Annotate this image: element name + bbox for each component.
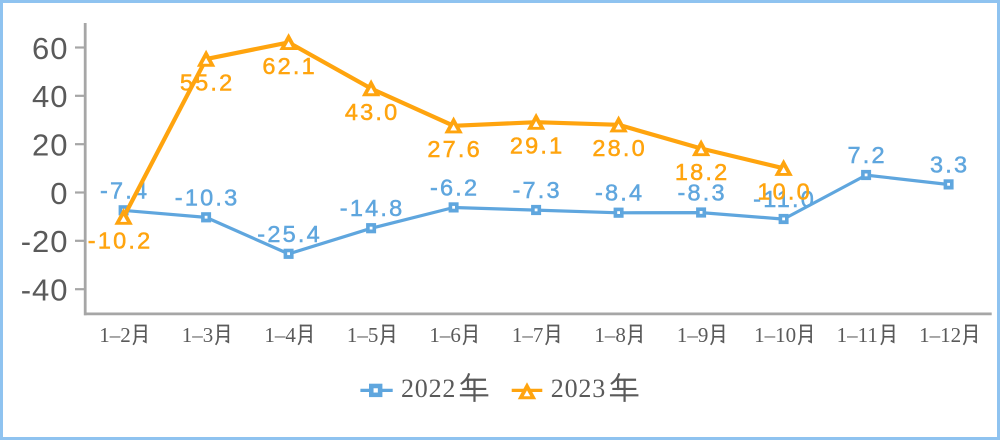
svg-text:2022: 2022 xyxy=(401,374,456,403)
svg-text:1–2: 1–2 xyxy=(99,323,131,347)
svg-text:-7.3: -7.3 xyxy=(512,177,561,203)
svg-text:-8.4: -8.4 xyxy=(595,180,644,206)
svg-text:7.2: 7.2 xyxy=(847,142,886,168)
svg-text:10.0: 10.0 xyxy=(757,179,812,205)
svg-text:40: 40 xyxy=(32,79,68,114)
svg-text:62.1: 62.1 xyxy=(262,53,317,79)
svg-text:3.3: 3.3 xyxy=(930,151,969,177)
svg-text:28.0: 28.0 xyxy=(592,135,647,161)
svg-text:55.2: 55.2 xyxy=(180,70,235,96)
svg-text:1–3: 1–3 xyxy=(182,323,214,347)
svg-text:-8.3: -8.3 xyxy=(677,180,726,206)
svg-text:1–6: 1–6 xyxy=(429,323,461,347)
svg-text:1–4: 1–4 xyxy=(264,323,296,347)
svg-text:1–10: 1–10 xyxy=(754,323,796,347)
svg-text:20: 20 xyxy=(32,128,68,163)
svg-text:60: 60 xyxy=(32,31,68,66)
svg-text:18.2: 18.2 xyxy=(675,159,730,185)
svg-text:2023: 2023 xyxy=(551,374,606,403)
svg-text:-6.2: -6.2 xyxy=(430,174,479,200)
svg-text:27.6: 27.6 xyxy=(427,136,482,162)
svg-text:-10.3: -10.3 xyxy=(175,184,240,210)
svg-text:-14.8: -14.8 xyxy=(340,195,405,221)
svg-text:1–8: 1–8 xyxy=(594,323,626,347)
svg-text:-40: -40 xyxy=(21,273,69,308)
svg-text:-10.2: -10.2 xyxy=(88,228,153,254)
svg-text:-20: -20 xyxy=(21,224,69,259)
svg-text:0: 0 xyxy=(50,176,68,211)
svg-text:29.1: 29.1 xyxy=(510,133,565,159)
svg-text:1–12: 1–12 xyxy=(919,323,961,347)
svg-text:1–7: 1–7 xyxy=(512,323,544,347)
svg-text:1–5: 1–5 xyxy=(347,323,379,347)
svg-text:-11.0: -11.0 xyxy=(753,186,816,212)
svg-text:1–11: 1–11 xyxy=(837,323,878,347)
svg-text:-25.4: -25.4 xyxy=(257,221,322,247)
svg-text:1–9: 1–9 xyxy=(677,323,709,347)
svg-text:43.0: 43.0 xyxy=(345,99,400,125)
